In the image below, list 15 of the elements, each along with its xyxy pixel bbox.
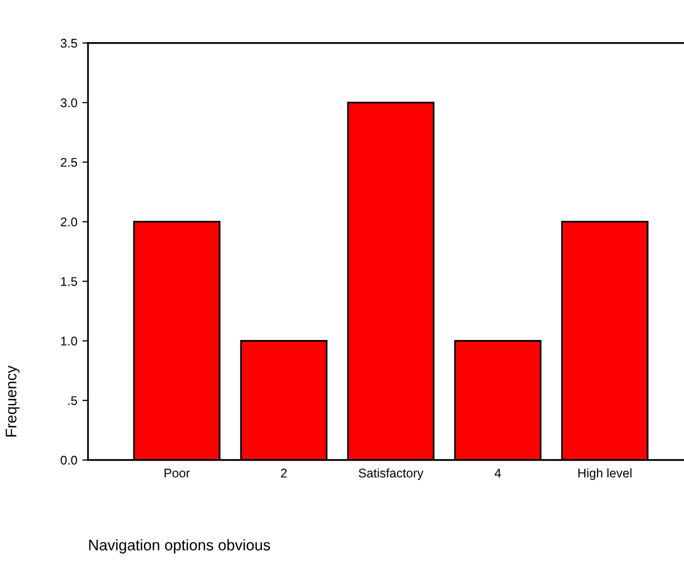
y-tick-label: 3.5	[60, 38, 78, 48]
x-axis-title: Navigation options obvious	[89, 539, 270, 554]
x-tick-label: 4	[494, 468, 501, 478]
y-tick-label: 1.0	[61, 336, 78, 346]
y-tick-label: 1.5	[61, 277, 78, 286]
x-tick-label: Poor	[164, 468, 190, 478]
y-axis-title: Frequency	[6, 366, 20, 436]
y-tick-label: 2.0	[60, 218, 78, 226]
x-tick-label: High level	[578, 468, 632, 480]
y-tick-label: 3.0	[60, 98, 78, 108]
x-tick-label: Satisfactory	[358, 468, 424, 480]
y-tick-label: .5	[68, 396, 78, 406]
y-tick-label: 2.5	[60, 158, 78, 167]
x-tick-label: 2	[280, 468, 287, 478]
y-tick-label: 0.0	[60, 456, 78, 465]
